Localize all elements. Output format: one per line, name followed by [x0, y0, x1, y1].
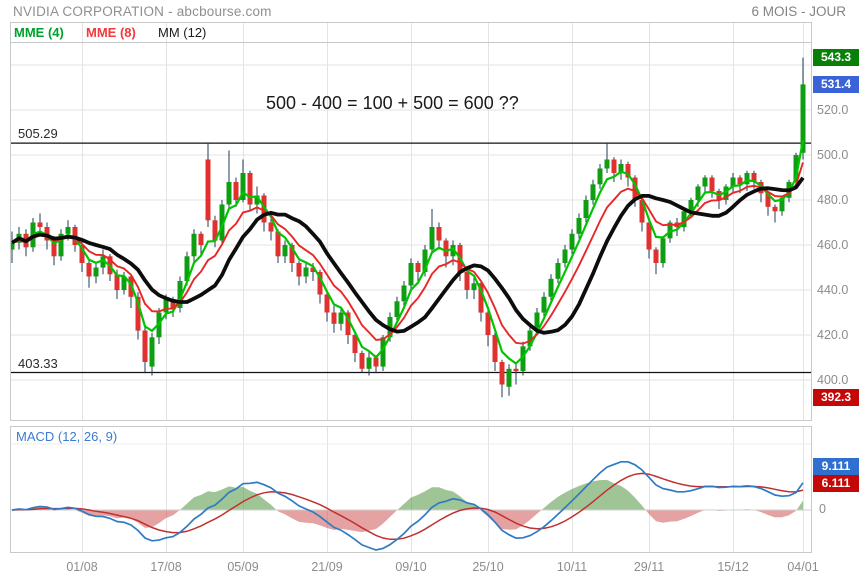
- price-tick: 420.0: [817, 328, 849, 342]
- price-tick: 520.0: [817, 103, 849, 117]
- date-tick: 17/08: [150, 560, 182, 574]
- macd-histogram: [12, 479, 803, 533]
- high-price-badge: 543.3: [813, 49, 859, 66]
- price-tick: 400.0: [817, 373, 849, 387]
- price-tick: 500.0: [817, 148, 849, 162]
- date-tick: 25/10: [472, 560, 504, 574]
- date-tick: 29/11: [633, 560, 665, 574]
- macd-value-badge: 9.111: [813, 458, 859, 475]
- legend-mme8: MME (8): [86, 25, 136, 40]
- reference-lines: [10, 142, 812, 374]
- macd-zero-tick: 0: [819, 502, 826, 516]
- legend-mm12: MM (12): [158, 25, 207, 40]
- date-tick: 05/09: [227, 560, 259, 574]
- mm12-line: [10, 176, 805, 335]
- mme4-line: [11, 140, 805, 365]
- legend-mme4: MME (4): [14, 25, 64, 40]
- price-tick: 440.0: [817, 283, 849, 297]
- resistance-line-label: 505.29: [18, 126, 58, 141]
- macd-signal-badge: 6.111: [813, 475, 859, 492]
- page-title: NVIDIA CORPORATION - abcbourse.com: [13, 4, 272, 19]
- date-tick: 10/11: [556, 560, 588, 574]
- panel-frames: [10, 22, 812, 553]
- low-price-badge: 392.3: [813, 389, 859, 406]
- macd-indicator-label: MACD (12, 26, 9): [16, 429, 118, 444]
- macd-lines: [11, 460, 804, 551]
- price-tick: 480.0: [817, 193, 849, 207]
- date-tick: 04/01: [787, 560, 819, 574]
- moving-averages: [10, 140, 805, 365]
- price-tick: 460.0: [817, 238, 849, 252]
- last-price-badge: 531.4: [813, 76, 859, 93]
- chart-annotation: 500 - 400 = 100 + 500 = 600 ??: [266, 93, 519, 113]
- mme8-line: [11, 162, 804, 345]
- gridlines: [10, 22, 812, 553]
- date-tick: 09/10: [395, 560, 427, 574]
- date-tick: 15/12: [717, 560, 749, 574]
- date-tick: 21/09: [311, 560, 343, 574]
- support-line-label: 403.33: [18, 356, 58, 371]
- period-selector-label: 6 MOIS - JOUR: [751, 4, 846, 19]
- date-tick: 01/08: [66, 560, 98, 574]
